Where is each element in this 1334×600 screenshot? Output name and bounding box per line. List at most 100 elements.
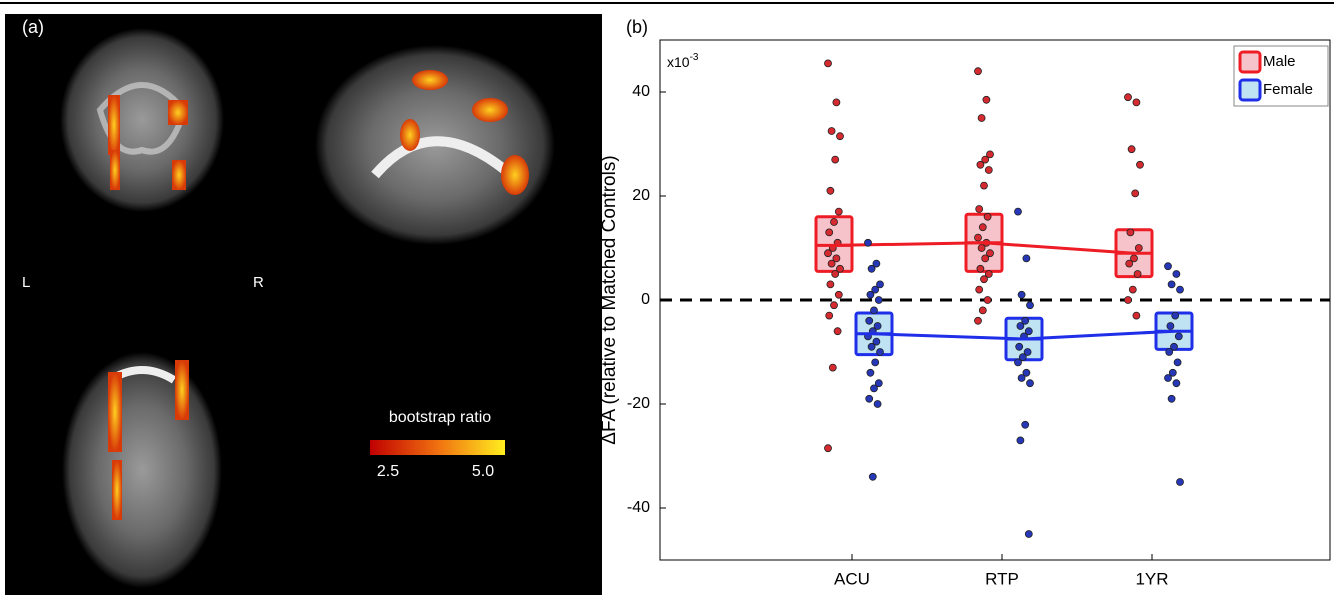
- data-point: [1172, 270, 1181, 278]
- data-point: [866, 368, 875, 377]
- data-point: [1024, 530, 1033, 538]
- data-point: [824, 249, 832, 258]
- y-tick-label: 20: [632, 187, 650, 204]
- data-point: [1174, 332, 1183, 341]
- y-multiplier: x10-3: [667, 52, 699, 70]
- data-point: [983, 212, 992, 221]
- data-point: [870, 306, 878, 315]
- sagittal-slice: [315, 45, 555, 245]
- data-point: [824, 59, 832, 68]
- x-tick-label: ACU: [834, 569, 870, 588]
- data-point: [1014, 207, 1022, 216]
- panel-label: (b): [626, 17, 648, 37]
- axial-slice: [62, 352, 222, 588]
- data-point: [1172, 379, 1181, 388]
- legend-label: Female: [1263, 81, 1313, 98]
- orientation-left: L: [22, 274, 30, 291]
- data-point: [867, 342, 876, 351]
- data-point: [980, 275, 988, 284]
- colorbar-low: 2.5: [377, 463, 399, 480]
- data-point: [1127, 145, 1136, 154]
- data-point: [983, 296, 992, 304]
- data-point: [1023, 348, 1032, 356]
- data-point: [1176, 285, 1184, 294]
- multiplier-base: x10: [667, 54, 690, 70]
- data-point: [832, 98, 841, 107]
- data-point: [1022, 368, 1031, 377]
- data-point: [871, 285, 880, 294]
- data-point: [1126, 228, 1135, 237]
- data-point: [834, 290, 843, 299]
- data-point: [974, 67, 982, 76]
- data-point: [834, 207, 843, 216]
- data-point: [1132, 311, 1141, 320]
- data-point: [1021, 316, 1030, 325]
- data-point: [1021, 420, 1030, 429]
- multiplier-exponent: -3: [690, 52, 699, 63]
- colorbar-high: 5.0: [472, 463, 494, 480]
- x-tick-label: 1YR: [1135, 569, 1168, 588]
- coronal-slice: [60, 28, 224, 212]
- data-point: [976, 160, 985, 169]
- data-point: [832, 254, 841, 263]
- data-point: [876, 348, 884, 356]
- data-point: [1016, 436, 1025, 445]
- data-point: [986, 150, 994, 159]
- data-point: [870, 384, 878, 393]
- data-point: [824, 444, 832, 453]
- data-point: [830, 218, 838, 226]
- data-point: [1125, 259, 1134, 268]
- data-point: [977, 244, 986, 252]
- data-point: [1167, 280, 1176, 289]
- data-point: [873, 400, 882, 408]
- data-point: [1168, 368, 1177, 377]
- data-point: [1165, 348, 1174, 356]
- data-point: [868, 472, 877, 481]
- data-point: [1014, 358, 1022, 367]
- data-point: [865, 394, 874, 403]
- data-point: [1026, 301, 1034, 310]
- colorbar-title: bootstrap ratio: [389, 409, 491, 426]
- data-point: [833, 327, 842, 336]
- panel-label: (a): [22, 17, 44, 37]
- data-point: [874, 379, 883, 388]
- data-point: [1128, 285, 1137, 294]
- data-point: [830, 301, 838, 310]
- data-point: [974, 233, 982, 242]
- data-point: [978, 306, 987, 315]
- data-point: [826, 280, 835, 289]
- data-point: [976, 264, 985, 273]
- data-point: [831, 155, 840, 164]
- data-point: [977, 114, 986, 122]
- data-point: [986, 249, 994, 258]
- data-point: [1176, 478, 1184, 486]
- data-point: [1164, 374, 1172, 382]
- legend-swatch: [1238, 78, 1262, 102]
- data-point: [1024, 327, 1033, 336]
- x-tick-label: RTP: [985, 569, 1019, 588]
- data-point: [864, 238, 872, 247]
- data-point: [980, 181, 988, 190]
- data-point: [1017, 290, 1026, 299]
- data-point: [827, 259, 836, 268]
- data-point: [873, 322, 882, 330]
- data-point: [981, 155, 990, 164]
- data-point: [836, 132, 844, 141]
- data-point: [866, 290, 875, 299]
- data-point: [1130, 254, 1138, 263]
- data-point: [1173, 358, 1182, 367]
- legend-swatch: [1238, 50, 1262, 74]
- colorbar: [370, 440, 505, 455]
- data-point: [865, 316, 874, 325]
- data-point: [827, 127, 836, 135]
- data-point: [825, 228, 834, 237]
- data-point: [1015, 342, 1024, 351]
- data-point: [1171, 311, 1180, 320]
- data-point: [1016, 322, 1025, 330]
- data-point: [984, 166, 993, 174]
- data-point: [1026, 379, 1034, 388]
- legend-label: Male: [1263, 53, 1296, 70]
- data-point: [1136, 160, 1144, 169]
- orientation-right: R: [253, 274, 264, 291]
